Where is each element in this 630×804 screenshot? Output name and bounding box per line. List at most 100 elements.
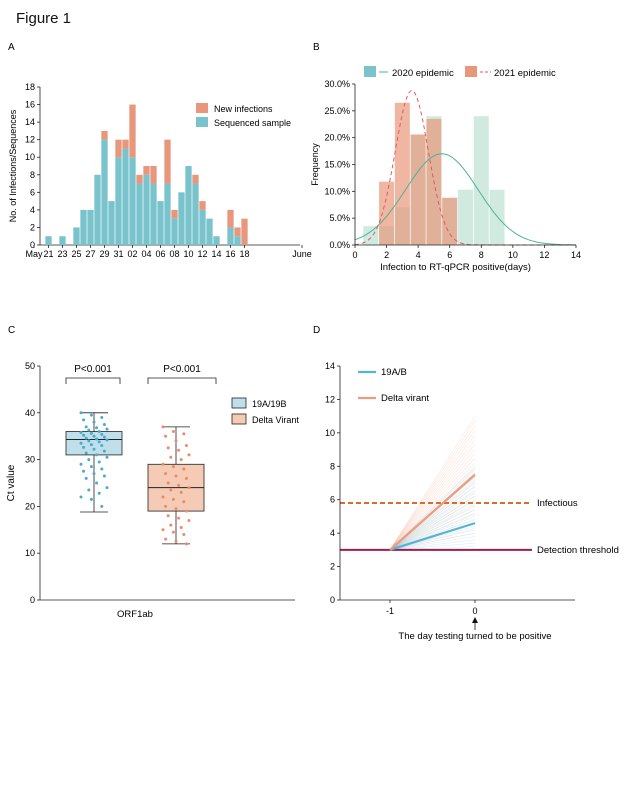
panel-b-histogram: 0.0% 5.0% 10.0% 15.0% 20.0% 25.0% 30.0% 0 2 4 6 8 10… <box>310 66 581 273</box>
significance-bracket <box>147 377 217 384</box>
x-tick-label-a: 23 <box>57 249 67 259</box>
box-19ab-point <box>100 444 104 448</box>
y-tick-label-a: 0 <box>30 240 35 250</box>
box-19ab-point <box>105 486 109 490</box>
box-19ab-point <box>105 427 109 431</box>
bar-sequenced <box>143 174 150 245</box>
delta-individual-line <box>389 486 476 551</box>
panel-d-kinetics: Infectious Detection threshold 0 2 4 6 8 10 12 14… <box>325 361 619 642</box>
box-19ab-point <box>97 460 101 464</box>
19ab-individual-line <box>389 509 476 551</box>
box-19ab-point <box>87 428 91 432</box>
x-axis-title-d: The day testing turned to be positive <box>398 631 551 642</box>
bar-sequenced <box>115 157 122 245</box>
bar-2020 <box>458 189 473 245</box>
box-19ab-point <box>82 469 86 473</box>
19ab-individual-line <box>389 502 476 551</box>
box-19ab-point <box>89 465 93 469</box>
x-tick-label-a: May <box>25 249 43 259</box>
delta-individual-line <box>389 500 476 551</box>
box-delta-point <box>179 525 183 529</box>
legend-label-delta-d: Delta virant <box>381 393 429 404</box>
box-19ab-point <box>84 451 88 455</box>
legend-swatch-2021 <box>465 66 477 77</box>
y-tick-label-a: 2 <box>30 222 35 232</box>
y-tick-label-a: 4 <box>30 205 35 215</box>
box-delta-point <box>177 516 181 520</box>
y-tick-label-c: 20 <box>25 501 35 511</box>
box-delta-point <box>184 444 188 448</box>
y-tick-label-d: 14 <box>325 361 335 371</box>
bar-sequenced <box>101 139 108 245</box>
bar-2021 <box>410 134 426 245</box>
x-tick-label-a: 10 <box>183 249 193 259</box>
bar-sequenced <box>234 236 241 245</box>
19ab-individual-line <box>389 506 476 551</box>
box-19ab-point <box>79 441 83 445</box>
box-delta-point <box>164 434 168 438</box>
bar-new-infections <box>227 209 234 228</box>
x-tick-label-a: 31 <box>113 249 123 259</box>
bar-sequenced <box>108 201 115 245</box>
x-tick-label-b: 10 <box>508 250 518 260</box>
y-tick-label-a: 8 <box>30 170 35 180</box>
box-delta-point <box>171 530 175 534</box>
x-tick-label-b: 12 <box>539 250 549 260</box>
box-19ab-point <box>82 445 86 449</box>
delta-individual-line <box>389 434 476 551</box>
19ab-individual-line <box>389 539 476 551</box>
y-tick-label-a: 6 <box>30 187 35 197</box>
19ab-individual-line <box>389 542 476 551</box>
box-19ab-point <box>79 462 83 466</box>
x-tick-label-a: 04 <box>141 249 151 259</box>
bar-new-infections <box>164 139 171 184</box>
panel-label-b: B <box>313 42 320 53</box>
y-tick-label-c: 30 <box>25 455 35 465</box>
bar-2020 <box>363 226 379 245</box>
box-delta-point <box>161 425 165 429</box>
delta-mean-line <box>389 473 476 551</box>
y-axis-title-b: Frequency <box>310 143 320 186</box>
box-delta-point <box>169 523 173 527</box>
box-delta-point <box>182 432 186 436</box>
bar-sequenced <box>73 227 80 245</box>
bar-new-infections <box>136 174 143 184</box>
x-tick-label-b: 14 <box>571 250 581 260</box>
y-tick-label-c: 40 <box>25 408 35 418</box>
box-19ab-point <box>87 439 91 443</box>
box-19ab-point <box>84 476 88 480</box>
p-value-label: P<0.001 <box>74 364 112 375</box>
box-delta-point <box>164 504 168 508</box>
19ab-mean-line <box>389 522 476 551</box>
box-19ab-point <box>92 420 96 424</box>
bar-new-infections <box>234 227 241 237</box>
box-delta-point <box>171 465 175 469</box>
box-delta-point <box>174 439 178 443</box>
x-axis-title-c: ORF1ab <box>117 609 153 620</box>
bar-sequenced <box>192 183 199 245</box>
bar-new-infections <box>101 130 108 140</box>
bar-2021 <box>442 197 458 245</box>
legend-label-sequenced: Sequenced sample <box>214 118 291 128</box>
x-tick-label-a: 02 <box>127 249 137 259</box>
y-tick-label-c: 0 <box>30 595 35 605</box>
box-19ab-point <box>79 495 83 499</box>
y-tick-label-b: 30.0% <box>324 79 350 89</box>
x-tick-label-b: 4 <box>416 250 421 260</box>
box-19ab-point <box>102 435 106 439</box>
box-delta-point <box>174 540 178 543</box>
delta-individual-line <box>389 490 476 551</box>
y-tick-label-d: 0 <box>330 595 335 605</box>
bar-new-infections <box>143 166 150 175</box>
box-delta-point <box>184 509 188 513</box>
bar-sequenced <box>206 218 213 245</box>
box-delta-point <box>174 474 178 478</box>
box-19ab-point <box>102 449 106 453</box>
delta-individual-line <box>389 453 476 551</box>
box-19ab-point <box>102 423 106 426</box>
significance-bracket <box>65 377 121 384</box>
legend-swatch-delta <box>231 413 247 425</box>
bar-new-infections <box>150 166 157 184</box>
figure-title: Figure 1 <box>16 10 72 27</box>
